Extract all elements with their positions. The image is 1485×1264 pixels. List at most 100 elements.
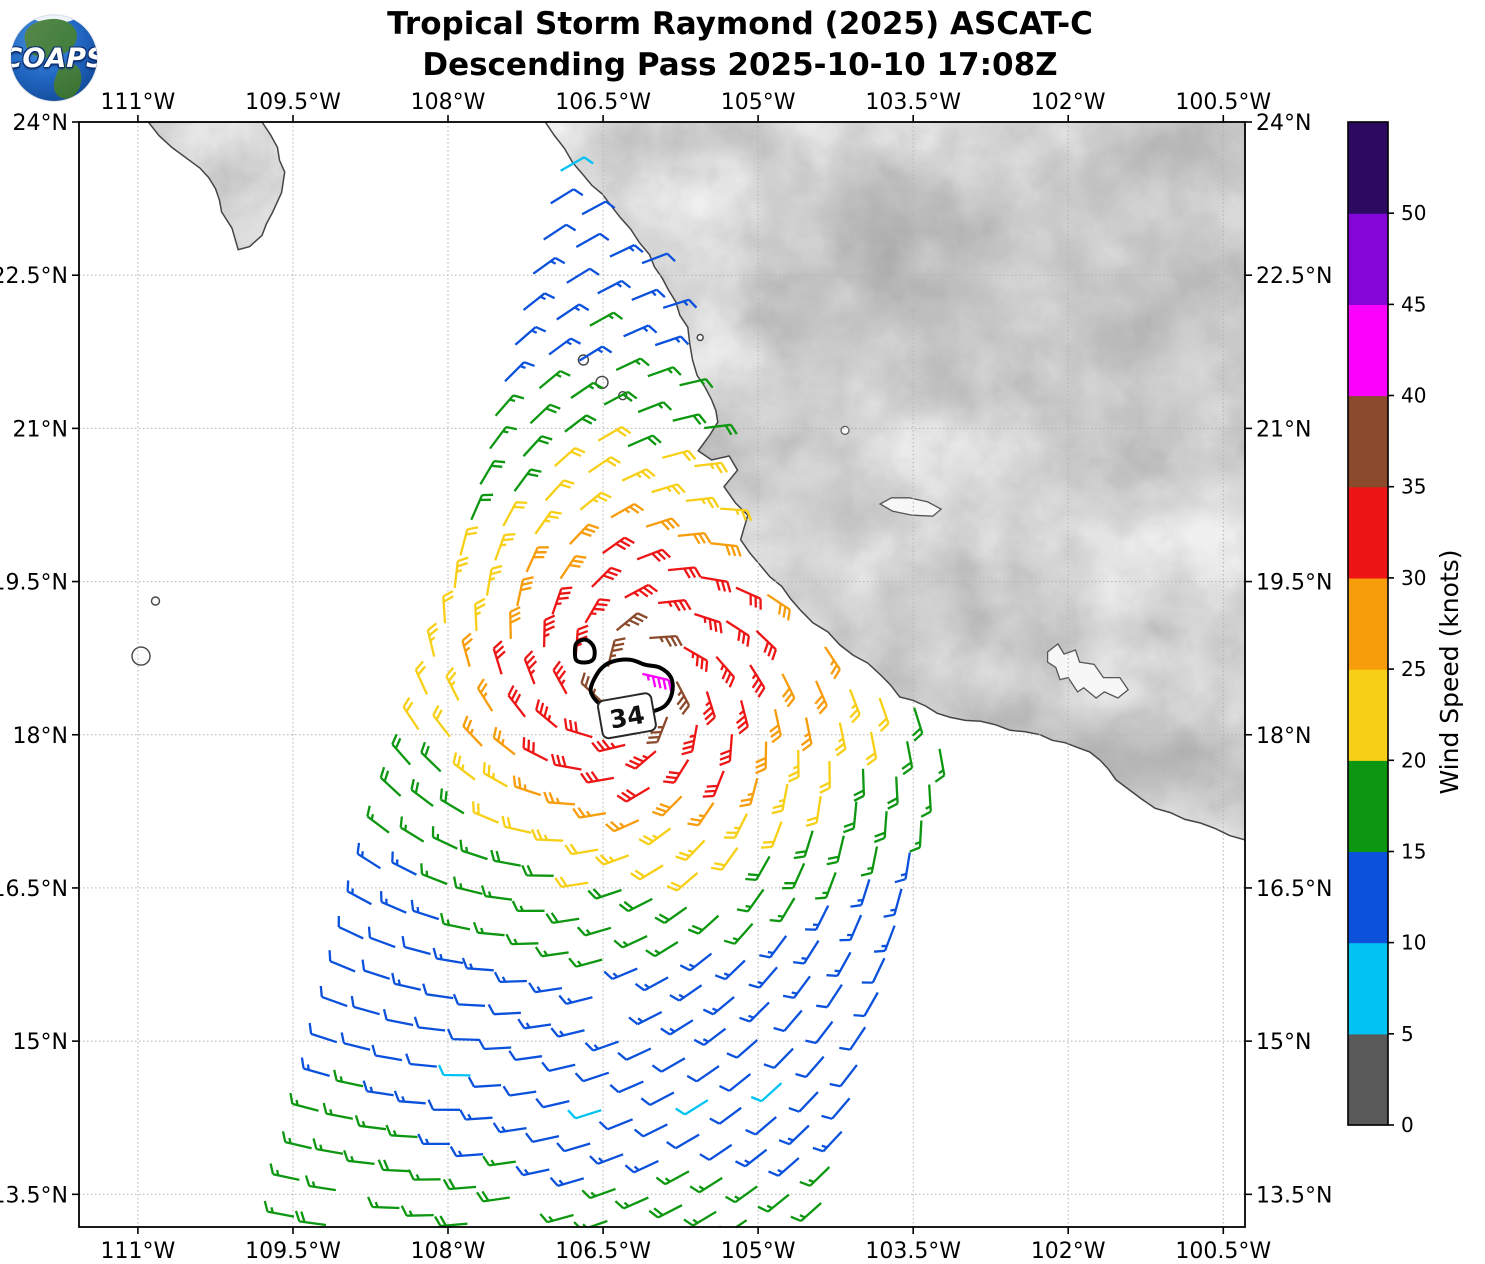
lat-tick-label-left: 22.5°N <box>0 264 68 289</box>
wind-barb <box>480 885 513 901</box>
wind-barb <box>580 770 615 784</box>
wind-barb <box>366 805 390 834</box>
wind-barb <box>535 699 558 729</box>
wind-barb <box>552 660 568 695</box>
wind-barb <box>669 984 703 1002</box>
wind-barb <box>549 1176 585 1188</box>
wind-barb <box>710 847 739 871</box>
wind-barb <box>679 377 714 389</box>
wind-barb <box>790 1202 822 1223</box>
wind-barb <box>511 900 545 913</box>
wind-barb <box>683 1210 717 1227</box>
contour-34kt-inner <box>572 637 597 665</box>
wind-barb <box>860 846 879 877</box>
wind-barb <box>407 1169 441 1181</box>
wind-barb <box>472 801 500 824</box>
wind-barb <box>667 566 702 579</box>
wind-barb <box>525 546 549 573</box>
wind-barb <box>442 1178 477 1191</box>
wind-barb <box>492 1122 527 1134</box>
wind-barb <box>367 1196 400 1210</box>
plot-title-line1: Tropical Storm Raymond (2025) ASCAT-C <box>387 6 1093 42</box>
wind-barb <box>492 726 516 756</box>
wind-barb <box>769 709 782 744</box>
lat-tick-label-right: 13.5°N <box>1256 1183 1332 1208</box>
wind-barb <box>509 606 521 639</box>
wind-barb <box>482 762 508 788</box>
lon-tick-label-top: 109.5°W <box>245 90 341 115</box>
wind-barb <box>638 827 672 846</box>
wind-barb <box>615 357 650 372</box>
wind-barb <box>575 232 610 249</box>
wind-barb <box>551 586 573 615</box>
wind-barb <box>534 510 562 535</box>
wind-barb <box>414 660 429 695</box>
wind-barb <box>694 612 723 634</box>
wind-barb <box>755 629 777 661</box>
wind-barb <box>624 583 658 599</box>
wind-barb <box>782 975 811 1000</box>
wind-barb <box>615 612 648 632</box>
wind-barb <box>528 982 563 994</box>
colorbar-segment <box>1348 304 1388 397</box>
wind-barb <box>603 967 638 981</box>
wind-barb <box>597 426 632 442</box>
wind-barb <box>543 223 577 241</box>
lon-tick-label-bottom: 103.5°W <box>865 1239 961 1264</box>
wind-barb <box>934 748 946 783</box>
wind-barb <box>657 599 692 612</box>
coaps-logo-text: COAPS <box>11 42 97 74</box>
wind-barb <box>617 1047 652 1061</box>
colorbar-segment <box>1348 213 1388 305</box>
lon-tick-label-bottom: 106.5°W <box>555 1239 651 1264</box>
wind-barb <box>474 597 486 631</box>
wind-barb <box>391 851 417 876</box>
wind-barb <box>494 532 516 561</box>
wind-barb <box>735 586 762 610</box>
wind-barb <box>400 1205 434 1217</box>
wind-barb <box>771 783 789 815</box>
wind-barb <box>654 335 690 347</box>
wind-barb <box>591 566 622 588</box>
wind-barb <box>788 749 800 783</box>
reservoir-outline <box>1046 642 1130 699</box>
colorbar-tick-label: 35 <box>1401 475 1426 499</box>
colorbar-tick-label: 15 <box>1401 840 1426 864</box>
wind-barb <box>633 1123 668 1138</box>
wind-barb <box>461 632 474 668</box>
colorbar-tick-label: 20 <box>1401 748 1426 772</box>
wind-barb <box>748 966 778 989</box>
wind-barb <box>815 871 837 900</box>
wind-barb <box>627 434 662 448</box>
wind-barb <box>873 811 888 844</box>
lat-tick-label-left: 21°N <box>13 417 68 442</box>
wind-barb <box>679 952 713 972</box>
wind-barb <box>319 985 348 1008</box>
island <box>131 646 151 666</box>
wind-barb <box>532 256 566 275</box>
wind-barb <box>687 914 720 935</box>
colorbar-tick-label: 5 <box>1401 1022 1414 1046</box>
wind-barb <box>453 556 469 589</box>
wind-barb <box>576 926 612 937</box>
wind-barb <box>843 801 858 834</box>
wind-barb <box>522 435 553 457</box>
wind-barb <box>819 760 831 794</box>
wind-barb <box>821 1097 851 1120</box>
wind-barb <box>269 1163 300 1182</box>
lat-tick-label-right: 21°N <box>1256 417 1311 442</box>
lon-tick-label-top: 100.5°W <box>1175 90 1271 115</box>
wind-barb <box>399 816 425 843</box>
wind-barb <box>501 815 532 834</box>
wind-barb <box>459 1109 493 1121</box>
wind-barb <box>377 1159 410 1173</box>
wind-barb <box>628 1010 663 1026</box>
wind-barb <box>640 1091 675 1107</box>
colorbar-tick-label: 25 <box>1401 657 1426 681</box>
wind-barb <box>379 891 407 914</box>
wind-barb <box>814 680 828 715</box>
wind-barb <box>581 1187 616 1200</box>
terrain-land <box>148 122 1245 840</box>
wind-barb <box>539 1213 574 1224</box>
